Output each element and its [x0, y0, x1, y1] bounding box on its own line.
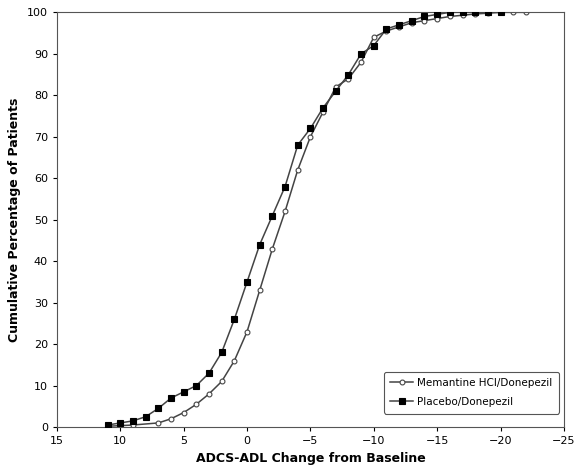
Placebo/Donepezil [193, 383, 200, 388]
Memantine HCl/Donepezil [180, 410, 187, 415]
Placebo/Donepezil [472, 9, 479, 15]
Placebo/Donepezil [142, 414, 149, 420]
Placebo/Donepezil [244, 279, 251, 285]
Placebo/Donepezil [117, 420, 124, 426]
X-axis label: ADCS-ADL Change from Baseline: ADCS-ADL Change from Baseline [196, 452, 425, 464]
Placebo/Donepezil [168, 395, 175, 401]
Memantine HCl/Donepezil [294, 167, 301, 173]
Legend: Memantine HCl/Donepezil, Placebo/Donepezil: Memantine HCl/Donepezil, Placebo/Donepez… [384, 372, 559, 413]
Memantine HCl/Donepezil [269, 246, 276, 252]
Memantine HCl/Donepezil [281, 209, 288, 214]
Placebo/Donepezil [180, 389, 187, 394]
Placebo/Donepezil [484, 9, 491, 15]
Placebo/Donepezil [281, 184, 288, 189]
Memantine HCl/Donepezil [332, 84, 339, 90]
Placebo/Donepezil [395, 22, 402, 27]
Memantine HCl/Donepezil [231, 358, 238, 364]
Memantine HCl/Donepezil [218, 378, 225, 384]
Memantine HCl/Donepezil [370, 35, 377, 40]
Placebo/Donepezil [345, 72, 352, 78]
Placebo/Donepezil [269, 213, 276, 219]
Memantine HCl/Donepezil [446, 14, 453, 19]
Placebo/Donepezil [231, 316, 238, 322]
Memantine HCl/Donepezil [510, 9, 517, 15]
Placebo/Donepezil [459, 9, 466, 15]
Memantine HCl/Donepezil [319, 109, 326, 115]
Placebo/Donepezil [294, 142, 301, 148]
Memantine HCl/Donepezil [155, 420, 162, 426]
Placebo/Donepezil [370, 43, 377, 48]
Memantine HCl/Donepezil [522, 9, 529, 15]
Placebo/Donepezil [446, 9, 453, 15]
Placebo/Donepezil [256, 242, 263, 247]
Placebo/Donepezil [497, 9, 504, 15]
Line: Placebo/Donepezil: Placebo/Donepezil [104, 9, 504, 429]
Placebo/Donepezil [357, 51, 364, 57]
Memantine HCl/Donepezil [484, 10, 491, 16]
Memantine HCl/Donepezil [459, 12, 466, 18]
Placebo/Donepezil [434, 11, 441, 17]
Memantine HCl/Donepezil [357, 59, 364, 65]
Memantine HCl/Donepezil [421, 18, 428, 24]
Memantine HCl/Donepezil [434, 16, 441, 21]
Line: Memantine HCl/Donepezil: Memantine HCl/Donepezil [105, 10, 529, 429]
Memantine HCl/Donepezil [130, 422, 137, 428]
Memantine HCl/Donepezil [345, 76, 352, 81]
Y-axis label: Cumulative Percentage of Patients: Cumulative Percentage of Patients [8, 97, 22, 342]
Placebo/Donepezil [104, 422, 111, 428]
Memantine HCl/Donepezil [244, 329, 251, 334]
Placebo/Donepezil [408, 18, 415, 24]
Placebo/Donepezil [383, 26, 390, 32]
Memantine HCl/Donepezil [256, 288, 263, 293]
Placebo/Donepezil [332, 88, 339, 94]
Memantine HCl/Donepezil [383, 28, 390, 34]
Placebo/Donepezil [130, 418, 137, 424]
Placebo/Donepezil [218, 350, 225, 355]
Memantine HCl/Donepezil [193, 402, 200, 407]
Placebo/Donepezil [319, 105, 326, 111]
Memantine HCl/Donepezil [395, 24, 402, 30]
Memantine HCl/Donepezil [206, 391, 213, 397]
Memantine HCl/Donepezil [408, 20, 415, 26]
Placebo/Donepezil [307, 126, 314, 131]
Placebo/Donepezil [206, 370, 213, 376]
Memantine HCl/Donepezil [497, 9, 504, 15]
Memantine HCl/Donepezil [104, 423, 111, 429]
Memantine HCl/Donepezil [472, 11, 479, 17]
Placebo/Donepezil [155, 405, 162, 411]
Memantine HCl/Donepezil [168, 416, 175, 421]
Memantine HCl/Donepezil [307, 134, 314, 140]
Placebo/Donepezil [421, 14, 428, 19]
